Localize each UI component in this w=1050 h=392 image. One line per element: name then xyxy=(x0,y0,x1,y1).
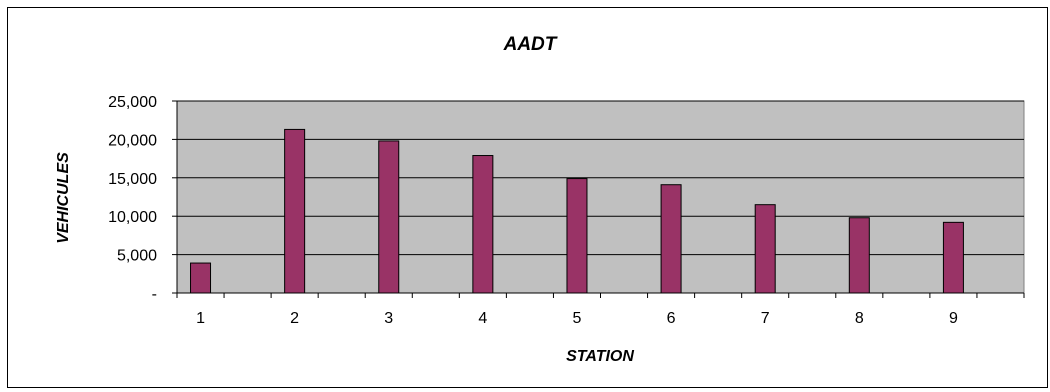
plot-area xyxy=(176,100,1025,294)
bars xyxy=(190,128,964,294)
y-tick-label: 15,000 xyxy=(108,171,157,188)
x-tick-label: 3 xyxy=(384,310,393,327)
bar-station-6 xyxy=(660,184,682,294)
y-tick-label: 20,000 xyxy=(108,132,157,149)
y-tick-labels: - 5,000 10,000 15,000 20,000 25,000 xyxy=(108,94,157,303)
x-tick-label: 8 xyxy=(855,310,864,327)
grid-lines xyxy=(177,100,1024,256)
bar-station-7 xyxy=(754,204,776,294)
x-tick-label: 6 xyxy=(667,310,676,327)
x-tick-label: 1 xyxy=(196,310,205,327)
x-tick-label: 7 xyxy=(761,310,770,327)
bar-station-2 xyxy=(284,128,306,294)
x-tick-label: 2 xyxy=(290,310,299,327)
y-tick-label: 10,000 xyxy=(108,209,157,226)
x-tick-labels: 1 2 3 4 5 6 7 8 9 xyxy=(196,310,958,327)
chart-title: AADT xyxy=(503,34,558,55)
bar-station-1 xyxy=(190,262,212,294)
y-axis-title: VEHICULES xyxy=(55,152,72,244)
x-tick-label: 9 xyxy=(949,310,958,327)
bar-station-5 xyxy=(566,178,588,294)
bar-station-4 xyxy=(472,155,494,294)
x-tick-label: 5 xyxy=(573,310,582,327)
x-tick-label: 4 xyxy=(478,310,487,327)
bar-station-9 xyxy=(942,221,964,294)
bar-station-3 xyxy=(378,140,400,294)
x-axis-title: STATION xyxy=(566,348,634,365)
bar-station-8 xyxy=(848,217,870,294)
axes xyxy=(172,100,1025,298)
y-tick-label: 5,000 xyxy=(117,248,157,265)
y-tick-label: - xyxy=(152,286,157,303)
y-tick-label: 25,000 xyxy=(108,94,157,111)
